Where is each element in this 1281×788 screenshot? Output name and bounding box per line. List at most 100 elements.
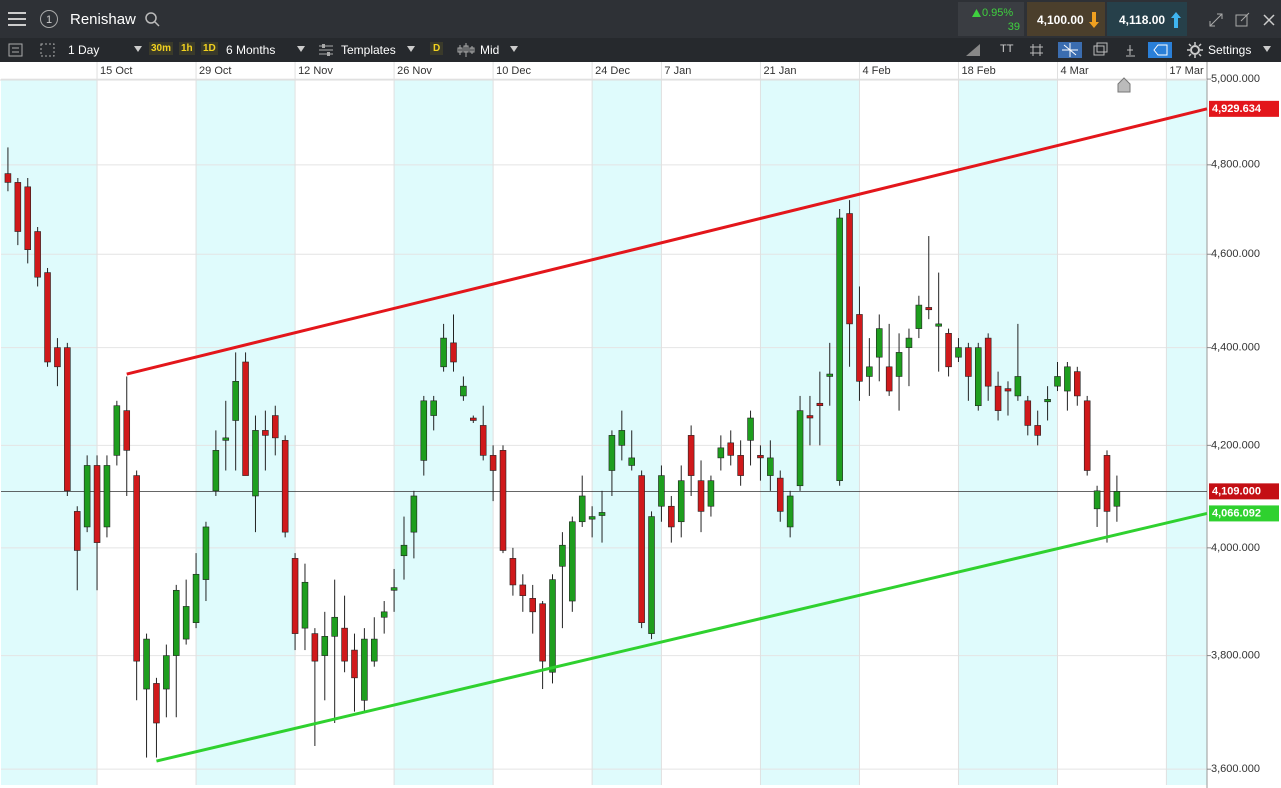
candle-body bbox=[786, 495, 794, 528]
dropdown-arrow[interactable] bbox=[134, 46, 144, 54]
change-points: 39 bbox=[1007, 21, 1020, 33]
templates-icon[interactable] bbox=[318, 42, 334, 58]
x-tick-label: 4 Feb bbox=[862, 65, 890, 77]
candle-body bbox=[806, 415, 814, 419]
candle-body bbox=[925, 307, 933, 311]
candle-body bbox=[420, 400, 428, 461]
candle-body bbox=[103, 465, 111, 528]
price-type-icon[interactable] bbox=[457, 42, 475, 58]
sell-button[interactable]: 4,100.00 bbox=[1027, 2, 1105, 36]
scroll-marker[interactable] bbox=[1117, 77, 1131, 93]
date-band bbox=[958, 80, 1058, 785]
candle-body bbox=[54, 347, 61, 368]
candle-body bbox=[371, 638, 378, 662]
candle-body bbox=[252, 430, 259, 497]
candle-body bbox=[123, 410, 131, 451]
x-tick-label: 12 Nov bbox=[298, 65, 333, 77]
svg-text:1: 1 bbox=[46, 14, 52, 26]
candle-body bbox=[361, 638, 368, 701]
range[interactable]: 6 Months bbox=[226, 43, 276, 57]
price-type[interactable]: Mid bbox=[480, 43, 500, 57]
dropdown-arrow[interactable] bbox=[510, 46, 520, 54]
down-arrow bbox=[1089, 12, 1099, 28]
candle-body bbox=[618, 430, 626, 446]
toolbar: 1 Day 30m 1h 1D 6 Months Templates D Mid… bbox=[0, 38, 1281, 62]
y-tick-label: 4,000.000 bbox=[1211, 542, 1260, 554]
x-tick-label: 4 Mar bbox=[1060, 65, 1088, 77]
candle-body bbox=[440, 337, 447, 368]
draw-tool-icon[interactable] bbox=[964, 42, 986, 58]
text-tool[interactable]: TT bbox=[1000, 43, 1014, 55]
candle-body bbox=[994, 385, 1002, 411]
interval-button[interactable]: 30m bbox=[149, 42, 174, 55]
candle-body bbox=[658, 475, 665, 507]
candle-body bbox=[638, 475, 645, 623]
x-tick-label: 10 Dec bbox=[496, 65, 531, 77]
candle-body bbox=[885, 366, 893, 392]
candle-body bbox=[965, 347, 972, 377]
toolbar-icons[interactable] bbox=[8, 42, 58, 58]
candle-body bbox=[747, 417, 754, 441]
candle-body bbox=[430, 400, 437, 416]
candle-body bbox=[242, 361, 249, 476]
dropdown-arrow[interactable] bbox=[297, 46, 307, 54]
interval-button[interactable]: 1D bbox=[201, 42, 218, 55]
interval[interactable]: 1 Day bbox=[68, 43, 100, 57]
window-icons[interactable] bbox=[1208, 12, 1278, 28]
settings-icon[interactable] bbox=[1187, 42, 1203, 58]
dropdown-arrow[interactable] bbox=[407, 46, 417, 54]
d-button[interactable]: D bbox=[430, 42, 444, 55]
candle-body bbox=[559, 544, 566, 567]
candle-body bbox=[470, 417, 477, 421]
price-tag bbox=[1209, 100, 1279, 117]
candle-body bbox=[281, 440, 289, 533]
tool-icons[interactable] bbox=[1030, 42, 1190, 58]
settings[interactable]: Settings bbox=[1208, 43, 1252, 57]
candle-body bbox=[1083, 400, 1091, 471]
candle-body bbox=[687, 435, 695, 476]
trend-line bbox=[126, 107, 1208, 376]
candle-body bbox=[1024, 400, 1032, 426]
symbol[interactable]: Renishaw bbox=[70, 11, 136, 28]
candle-body bbox=[291, 558, 299, 634]
x-tick-label: 7 Jan bbox=[664, 65, 691, 77]
search-icon[interactable] bbox=[144, 11, 162, 29]
candle-body bbox=[866, 366, 873, 377]
price-tag bbox=[1209, 505, 1279, 522]
y-tick-label: 4,600.000 bbox=[1211, 248, 1260, 260]
candle-body bbox=[93, 465, 101, 543]
candle-body bbox=[935, 323, 942, 327]
candle-body bbox=[578, 495, 586, 523]
menu-icon[interactable] bbox=[8, 11, 28, 27]
candle-body bbox=[83, 465, 91, 528]
candle-body bbox=[509, 558, 517, 586]
candle-body bbox=[1093, 490, 1101, 510]
candle-body bbox=[628, 457, 635, 466]
candle-body bbox=[727, 442, 735, 456]
layout-icon[interactable]: 1 bbox=[39, 9, 59, 29]
templates[interactable]: Templates bbox=[341, 43, 396, 57]
candle-body bbox=[707, 480, 715, 507]
candle-body bbox=[113, 405, 121, 456]
candle-body bbox=[232, 381, 239, 421]
dropdown-arrow[interactable] bbox=[1263, 46, 1273, 54]
candle-body bbox=[984, 337, 992, 387]
date-band bbox=[592, 80, 662, 785]
interval-button[interactable]: 1h bbox=[179, 42, 195, 55]
date-band bbox=[394, 80, 494, 785]
candle-body bbox=[262, 430, 269, 436]
candle-body bbox=[1113, 491, 1121, 507]
candle-body bbox=[1004, 388, 1012, 392]
buy-button[interactable]: 4,118.00 bbox=[1107, 2, 1187, 36]
x-tick-label: 15 Oct bbox=[100, 65, 132, 77]
candle-body bbox=[321, 636, 329, 656]
candle-body bbox=[836, 217, 843, 481]
candle-body bbox=[1014, 376, 1022, 397]
candle-body bbox=[14, 182, 22, 232]
candle-body bbox=[895, 352, 903, 377]
candle-body bbox=[826, 373, 834, 377]
candle-body bbox=[272, 415, 279, 439]
candle-body bbox=[846, 213, 853, 325]
